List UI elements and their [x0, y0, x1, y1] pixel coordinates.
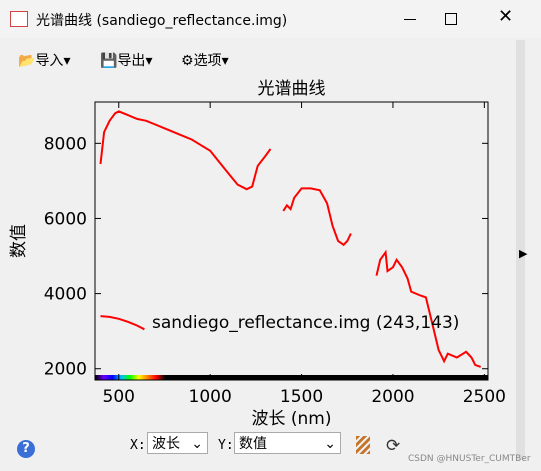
- help-button[interactable]: ?: [17, 440, 35, 458]
- y-selector-label: Y:: [218, 438, 234, 453]
- maximize-button[interactable]: [445, 13, 457, 25]
- plot-frame: [94, 101, 489, 381]
- chart-title: 光谱曲线: [258, 79, 326, 99]
- x-tick-label: 2500: [463, 387, 506, 407]
- window-title: 光谱曲线 (sandiego_reflectance.img): [36, 13, 288, 29]
- y-selector[interactable]: 数值 ⌄: [234, 432, 341, 454]
- scroll-arrow[interactable]: ▶: [519, 247, 528, 260]
- spectrum-bar-rest: [165, 375, 488, 380]
- close-button[interactable]: ✕: [498, 6, 514, 27]
- x-selector[interactable]: 波长 ⌄: [147, 432, 208, 454]
- style-button[interactable]: [356, 436, 370, 454]
- annotation: sandiego_reflectance.img (243,143): [152, 313, 459, 333]
- minimize-button[interactable]: [404, 19, 416, 20]
- menu-label[interactable]: 选项: [193, 53, 222, 69]
- y-axis-label: 数值: [9, 224, 29, 258]
- x-selector-label: X:: [130, 438, 146, 453]
- x-tick-label: 1000: [189, 387, 232, 407]
- y-tick-label: 4000: [44, 285, 87, 305]
- spectrum-bar: [95, 375, 165, 380]
- menu-label[interactable]: 导出: [117, 53, 146, 69]
- app-icon: [10, 11, 28, 27]
- x-tick-label: 500: [103, 387, 135, 407]
- menu-label[interactable]: 导入: [35, 53, 64, 69]
- x-tick-label: 2000: [371, 387, 414, 407]
- scrollbar[interactable]: [516, 40, 525, 460]
- watermark: CSDN @HNUSTer_CUMTBer: [408, 454, 531, 464]
- options-menu[interactable]: ⚙选项▾: [181, 53, 229, 69]
- spectrum-line: [99, 110, 482, 368]
- y-tick-label: 2000: [44, 360, 87, 380]
- export-menu[interactable]: 💾导出▾: [100, 53, 153, 69]
- x-axis-label: 波长 (nm): [251, 409, 331, 429]
- import-menu[interactable]: 📂导入▾: [18, 53, 71, 69]
- selector-value[interactable]: 数值: [239, 436, 267, 452]
- title-bar: 光谱曲线 (sandiego_reflectance.img) ✕: [0, 0, 541, 38]
- x-tick-label: 1500: [280, 387, 323, 407]
- refresh-button[interactable]: ⟳: [386, 436, 401, 456]
- y-tick-label: 8000: [44, 134, 87, 154]
- selector-value[interactable]: 波长: [152, 436, 180, 452]
- y-tick-label: 6000: [44, 209, 87, 229]
